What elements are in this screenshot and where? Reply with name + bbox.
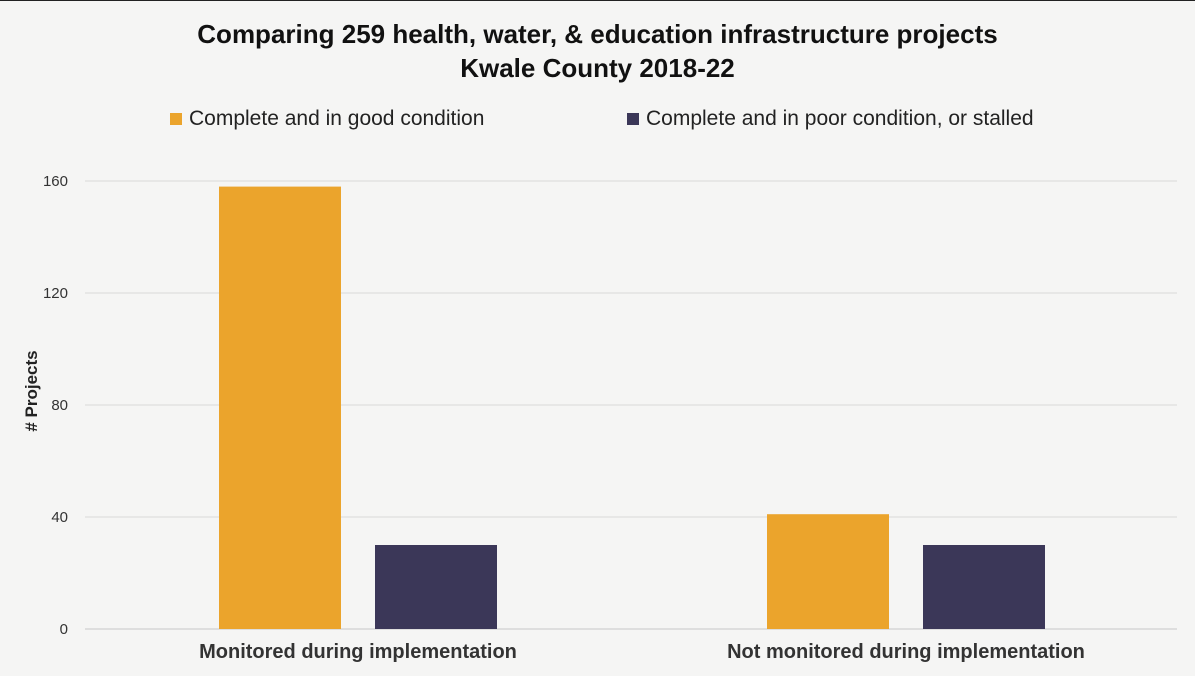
- legend: Complete and in good condition Complete …: [0, 107, 1195, 137]
- y-tick-label-120: 120: [43, 285, 68, 302]
- y-tick-label-40: 40: [51, 509, 68, 526]
- legend-label-poor: Complete and in poor condition, or stall…: [646, 107, 1034, 130]
- y-tick-label-160: 160: [43, 173, 68, 190]
- bar-not-monitored-good: [767, 514, 889, 629]
- legend-swatch-poor: [627, 113, 639, 125]
- x-category-label-monitored: Monitored during implementation: [199, 641, 517, 663]
- chart-subtitle-line: Kwale County 2018-22: [460, 53, 735, 83]
- bar-not-monitored-poor: [923, 545, 1045, 629]
- legend-swatch-good: [170, 113, 182, 125]
- x-category-label-not-monitored: Not monitored during implementation: [727, 641, 1085, 663]
- y-tick-label-0: 0: [60, 621, 68, 638]
- legend-item-poor: Complete and in poor condition, or stall…: [627, 107, 1034, 131]
- chart-title: Comparing 259 health, water, & education…: [0, 17, 1195, 85]
- bar-monitored-poor: [375, 545, 497, 629]
- bar-monitored-good: [219, 186, 341, 629]
- legend-item-good: Complete and in good condition: [170, 107, 484, 131]
- legend-label-good: Complete and in good condition: [189, 107, 485, 130]
- y-tick-label-80: 80: [51, 397, 68, 414]
- chart-title-line: Comparing 259 health, water, & education…: [197, 19, 998, 49]
